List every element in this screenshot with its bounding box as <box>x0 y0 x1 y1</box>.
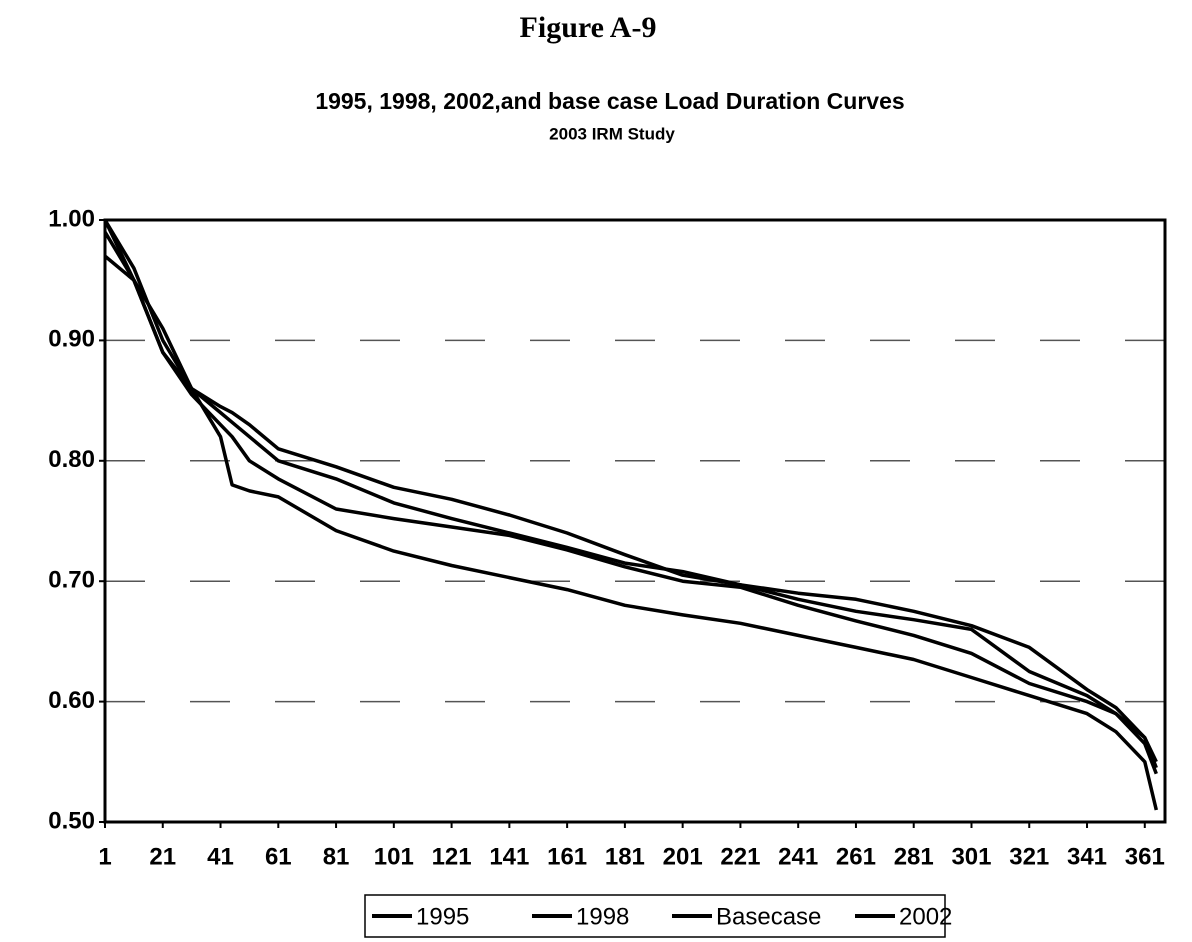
figure-label: Figure A-9 <box>520 11 657 44</box>
y-tick-label: 1.00 <box>48 205 95 232</box>
x-tick-label: 101 <box>374 843 414 870</box>
series-line <box>103 254 1159 811</box>
y-tick-label: 0.50 <box>48 807 95 834</box>
legend-box <box>364 894 946 938</box>
x-tick-label: 221 <box>720 843 760 870</box>
x-tick-label: 61 <box>265 843 292 870</box>
y-tick-label: 0.70 <box>48 567 95 594</box>
x-tick-label: 81 <box>323 843 350 870</box>
x-tick-label: 321 <box>1009 843 1049 870</box>
x-tick-label: 341 <box>1067 843 1107 870</box>
x-tick-label: 361 <box>1125 843 1165 870</box>
x-tick-label: 41 <box>207 843 234 870</box>
x-tick-label: 121 <box>432 843 472 870</box>
chart-subtitle: 2003 IRM Study <box>549 124 675 143</box>
x-tick-label: 281 <box>894 843 934 870</box>
plot-frame <box>103 218 1167 824</box>
y-tick-label: 0.90 <box>48 326 95 353</box>
legend-label: 1998 <box>576 903 629 930</box>
x-tick-label: 301 <box>951 843 991 870</box>
series-line <box>103 231 1158 775</box>
x-tick-label: 201 <box>663 843 703 870</box>
legend-label: 2002 <box>899 903 952 930</box>
legend-label: 1995 <box>416 903 469 930</box>
x-tick-label: 21 <box>149 843 176 870</box>
y-tick-label: 0.60 <box>48 687 95 714</box>
chart-title: 1995, 1998, 2002,and base case Load Dura… <box>315 88 904 114</box>
x-tick-label: 261 <box>836 843 876 870</box>
legend-label: Basecase <box>716 903 821 930</box>
y-tick-label: 0.80 <box>48 446 95 473</box>
series-line <box>103 219 1158 763</box>
x-tick-label: 1 <box>98 843 111 870</box>
x-tick-label: 181 <box>605 843 645 870</box>
x-tick-label: 161 <box>547 843 587 870</box>
x-tick-label: 141 <box>489 843 529 870</box>
series-line <box>103 219 1158 769</box>
x-tick-label: 241 <box>778 843 818 870</box>
